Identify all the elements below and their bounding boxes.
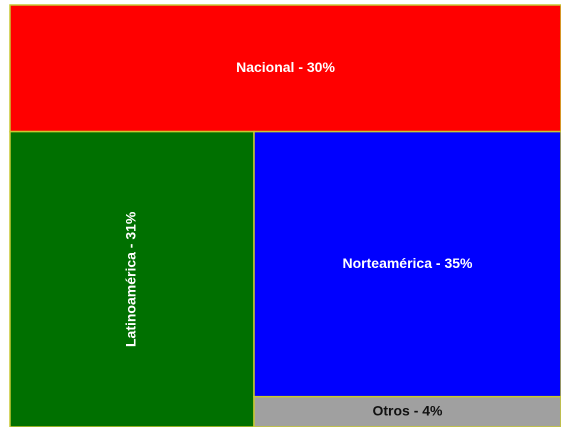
tile	[253, 395, 561, 427]
tile-label: Latinoamérica - 31%	[123, 211, 139, 347]
tile-label: Norteamérica - 35%	[343, 255, 474, 271]
tile-label: Nacional - 30%	[236, 59, 335, 75]
tile	[9, 130, 255, 427]
tile	[9, 4, 561, 133]
tile-label: Otros - 4%	[372, 403, 443, 419]
tile	[253, 130, 561, 398]
